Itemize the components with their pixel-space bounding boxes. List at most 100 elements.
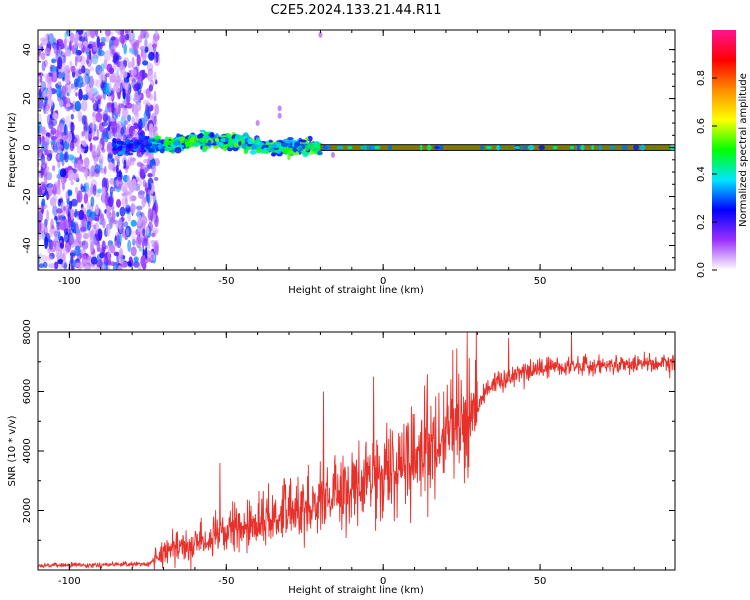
noise-blob <box>59 168 67 178</box>
noise-blob <box>46 33 50 42</box>
signal-blob <box>118 145 123 149</box>
noise-blob <box>42 261 48 268</box>
noise-blob <box>55 228 60 233</box>
x-tick-label: 0 <box>380 276 386 287</box>
noise-blob <box>139 168 145 179</box>
noise-blob <box>84 125 88 132</box>
noise-blob <box>133 117 138 124</box>
noise-blob <box>63 205 66 212</box>
noise-blob <box>113 251 120 257</box>
noise-blob <box>147 71 154 82</box>
signal-blob <box>317 151 323 156</box>
noise-blob <box>119 34 126 44</box>
noise-blob <box>121 197 128 207</box>
noise-blob <box>72 172 79 181</box>
y-tick-label: 4000 <box>22 438 33 463</box>
noise-blob <box>140 238 144 243</box>
noise-blob <box>119 63 125 75</box>
noise-blob <box>89 122 96 129</box>
noise-blob <box>41 60 46 72</box>
noise-blob <box>110 90 115 102</box>
noise-blob <box>48 120 54 129</box>
line-blob <box>363 144 368 151</box>
noise-blob <box>87 124 92 135</box>
noise-blob <box>67 189 73 197</box>
noise-blob <box>51 58 57 64</box>
noise-blob <box>255 120 260 127</box>
noise-blob <box>81 218 84 231</box>
noise-blob <box>139 45 146 51</box>
noise-blob <box>132 42 139 51</box>
noise-blob <box>137 82 142 96</box>
signal-blob <box>112 146 117 152</box>
signal-blob <box>154 135 160 141</box>
noise-blob <box>91 54 99 65</box>
noise-blob <box>330 151 335 158</box>
noise-blob <box>118 169 122 181</box>
noise-blob <box>33 243 37 253</box>
line-blob <box>528 144 535 151</box>
noise-blob <box>66 30 69 36</box>
noise-blob <box>101 187 106 199</box>
noise-blob <box>93 79 99 87</box>
noise-blob <box>125 196 128 205</box>
noise-blob <box>145 88 151 99</box>
noise-blob <box>56 40 60 51</box>
noise-blob <box>83 157 90 168</box>
noise-blob <box>74 229 81 234</box>
noise-blob <box>151 232 156 238</box>
noise-blob <box>85 84 92 96</box>
noise-blob <box>61 262 68 268</box>
noise-blob <box>102 113 109 123</box>
signal-blob <box>128 142 133 149</box>
noise-blob <box>82 94 89 101</box>
noise-blob <box>97 98 101 105</box>
noise-blob <box>114 240 120 247</box>
noise-blob <box>96 128 100 141</box>
noise-blob <box>144 46 149 53</box>
noise-blob <box>127 114 131 123</box>
noise-blob <box>147 208 154 221</box>
noise-blob <box>139 117 146 129</box>
noise-blob <box>119 60 124 71</box>
noise-blob <box>38 79 40 85</box>
noise-blob <box>107 94 113 102</box>
noise-blob <box>93 46 98 52</box>
signal-blob <box>255 146 262 154</box>
noise-blob <box>77 267 81 270</box>
noise-blob <box>48 263 55 269</box>
noise-blob <box>137 205 141 217</box>
noise-blob <box>65 68 70 82</box>
signal-blob <box>228 144 234 149</box>
noise-blob <box>154 176 159 181</box>
signal-blob <box>121 147 127 153</box>
noise-blob <box>146 62 154 72</box>
noise-blob <box>74 208 78 218</box>
noise-blob <box>130 157 137 162</box>
noise-blob <box>34 42 38 47</box>
noise-blob <box>140 215 148 226</box>
noise-blob <box>74 50 82 56</box>
noise-blob <box>118 131 121 136</box>
noise-blob <box>117 92 121 100</box>
noise-blob <box>143 158 149 164</box>
noise-blob <box>80 226 86 232</box>
noise-blob <box>152 172 156 177</box>
noise-blob <box>131 56 135 69</box>
signal-blob <box>285 147 293 151</box>
noise-blob <box>130 219 137 227</box>
noise-blob <box>82 45 85 54</box>
signal-blob <box>193 142 201 146</box>
noise-blob <box>90 165 96 177</box>
noise-blob <box>75 262 81 268</box>
noise-blob <box>47 98 54 107</box>
noise-blob <box>154 210 158 215</box>
noise-blob <box>70 136 78 144</box>
noise-blob <box>74 55 78 67</box>
noise-blob <box>84 73 91 85</box>
noise-blob <box>90 196 95 207</box>
noise-blob <box>100 167 105 174</box>
noise-blob <box>38 88 42 101</box>
noise-blob <box>133 261 140 268</box>
noise-blob <box>152 193 157 205</box>
